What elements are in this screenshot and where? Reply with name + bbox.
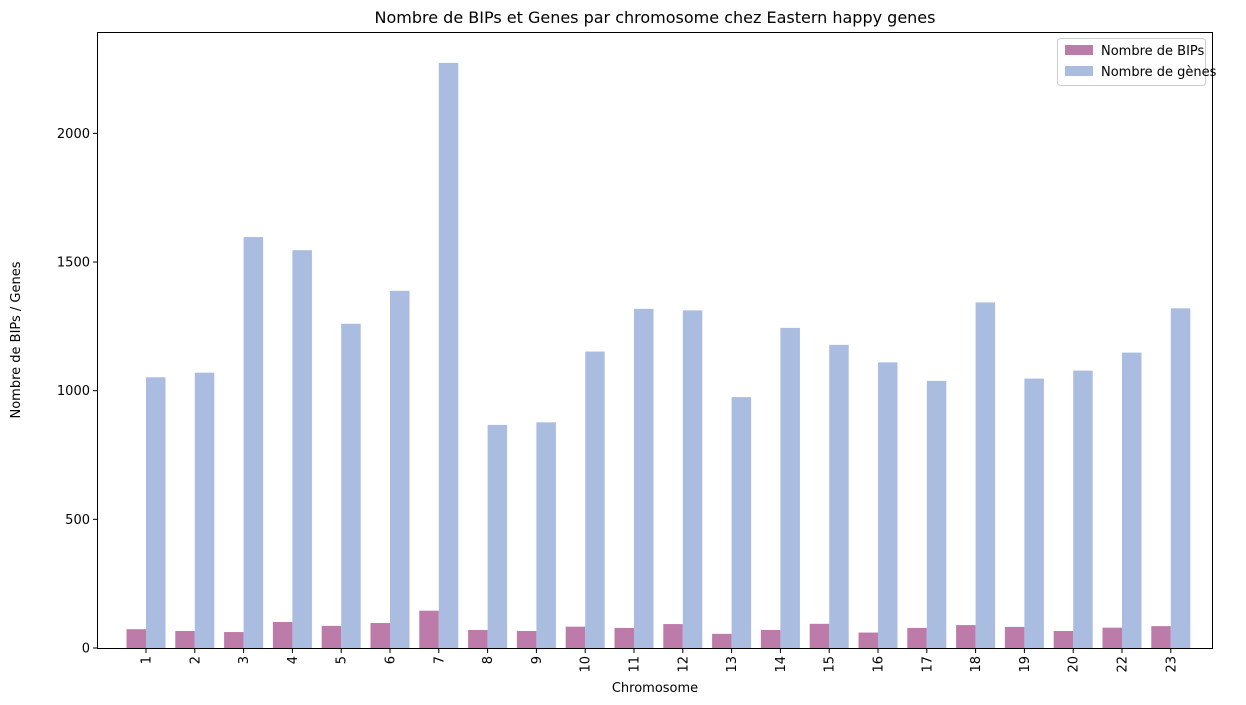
x-tick-label-19: 19	[1018, 656, 1033, 673]
legend-swatch-bips	[1065, 45, 1093, 55]
x-axis-label: Chromosome	[612, 681, 698, 696]
bar-bips-5	[321, 625, 342, 648]
chart-title: Nombre de BIPs et Genes par chromosome c…	[375, 8, 936, 27]
bar-bips-16	[858, 632, 878, 648]
y-tick-label-1000: 1000	[57, 384, 90, 399]
x-tick-label-13: 13	[725, 656, 740, 673]
bar-bips-12	[663, 624, 683, 648]
x-tick-label-2: 2	[188, 656, 203, 664]
bar-genes-7	[438, 62, 459, 649]
x-tick-label-5: 5	[335, 656, 350, 664]
bar-bips-2	[175, 631, 195, 648]
bar-genes-10	[585, 351, 605, 648]
y-tick-label-1500: 1500	[57, 256, 90, 271]
y-axis: 0 500 1000 1500 2000	[57, 127, 98, 657]
bar-genes-2	[194, 372, 215, 648]
bar-genes-6	[390, 290, 410, 648]
x-tick-label-14: 14	[774, 656, 789, 673]
bar-genes-20	[1073, 370, 1093, 648]
bar-genes-4	[292, 250, 312, 648]
bar-bips-1	[126, 629, 146, 648]
y-tick-label-2000: 2000	[57, 127, 90, 142]
bar-bips-6	[370, 623, 390, 648]
x-tick-label-7: 7	[432, 656, 447, 664]
x-tick-label-1: 1	[140, 656, 155, 664]
x-tick-label-9: 9	[530, 656, 545, 664]
x-tick-label-12: 12	[676, 656, 691, 673]
bar-bips-18	[956, 625, 976, 648]
x-tick-label-6: 6	[384, 656, 399, 664]
bar-bips-19	[1004, 626, 1025, 648]
x-tick-label-4: 4	[286, 656, 301, 664]
bar-bips-22	[1102, 627, 1122, 648]
bar-genes-1	[146, 377, 166, 648]
bar-bips-9	[516, 631, 537, 648]
bar-genes-17	[926, 380, 947, 648]
y-axis-label: Nombre de BIPs / Genes	[9, 261, 24, 418]
bar-genes-16	[878, 362, 898, 648]
bars-group	[126, 62, 1191, 649]
bar-bips-20	[1053, 631, 1074, 648]
x-tick-label-8: 8	[481, 656, 496, 664]
bar-bips-3	[224, 632, 244, 648]
legend-label-bips: Nombre de BIPs	[1101, 44, 1205, 59]
x-tick-label-17: 17	[920, 656, 935, 673]
bar-genes-22	[1122, 352, 1142, 648]
x-tick-label-20: 20	[1067, 656, 1082, 673]
x-tick-label-22: 22	[1116, 656, 1131, 673]
x-tick-label-23: 23	[1164, 656, 1179, 673]
bar-bips-14	[760, 629, 781, 648]
bar-bips-23	[1151, 626, 1171, 648]
legend-swatch-genes	[1065, 66, 1093, 76]
y-tick-label-0: 0	[82, 642, 90, 657]
bar-genes-15	[829, 344, 849, 648]
plot-frame	[97, 32, 1213, 649]
bar-genes-13	[731, 397, 752, 648]
legend-box	[1057, 38, 1206, 86]
bar-bips-13	[712, 633, 732, 648]
x-tick-label-16: 16	[872, 656, 887, 673]
bar-genes-11	[634, 308, 654, 648]
bar-genes-23	[1170, 308, 1191, 648]
bar-bips-17	[907, 627, 927, 648]
x-tick-label-11: 11	[628, 656, 643, 673]
bar-genes-19	[1024, 378, 1044, 648]
bar-genes-3	[243, 237, 264, 648]
bar-bips-7	[419, 610, 439, 648]
bar-genes-14	[780, 327, 800, 648]
y-tick-label-500: 500	[65, 513, 90, 528]
x-tick-label-10: 10	[579, 656, 594, 673]
bar-bips-11	[614, 627, 634, 648]
bar-bips-4	[272, 622, 293, 648]
bar-bips-15	[809, 623, 830, 648]
bar-genes-12	[682, 310, 703, 648]
bar-genes-5	[341, 323, 361, 648]
bar-bips-10	[565, 626, 586, 648]
legend: Nombre de BIPs Nombre de gènes	[1057, 38, 1217, 86]
bar-genes-8	[487, 424, 508, 648]
x-axis: 1 2 3 4 5 6 7 8 9 10 11 12 13 14 15 16 17 18 19 20 22 23	[140, 648, 1179, 673]
bar-genes-18	[975, 302, 996, 648]
x-tick-label-15: 15	[823, 656, 838, 673]
bar-bips-8	[468, 629, 488, 648]
x-tick-label-18: 18	[969, 656, 984, 673]
x-tick-label-3: 3	[237, 656, 252, 664]
bar-genes-9	[536, 422, 556, 648]
legend-label-genes: Nombre de gènes	[1101, 65, 1217, 80]
